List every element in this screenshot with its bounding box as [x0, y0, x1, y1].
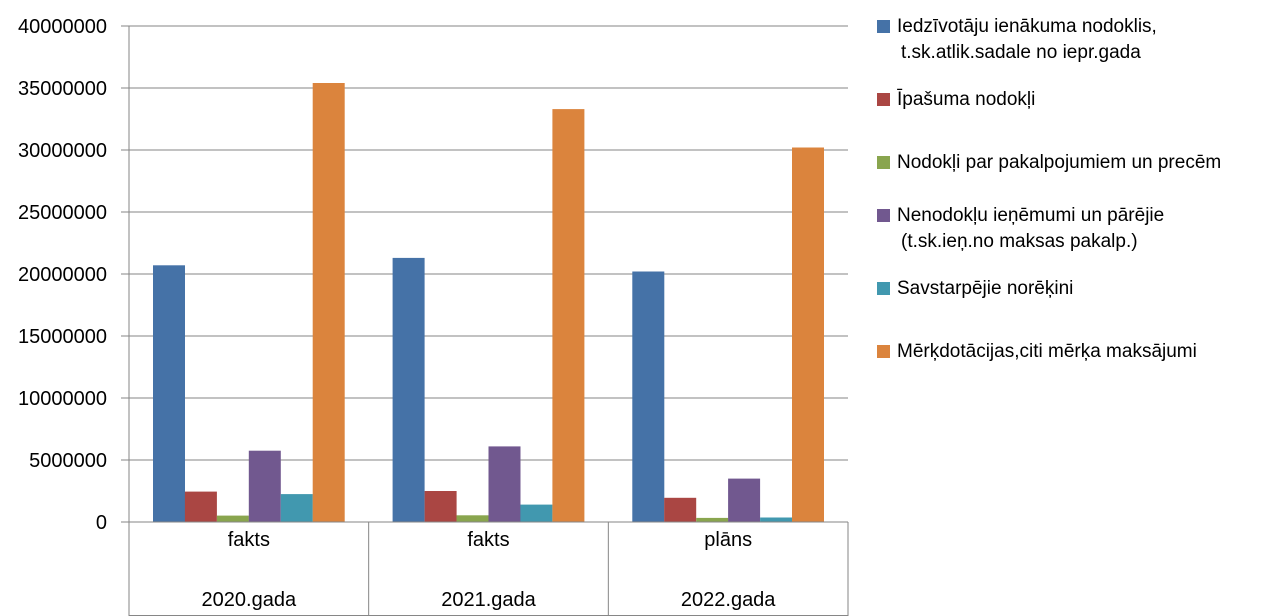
legend-entry-label: Īpašuma nodokļi [897, 89, 1035, 110]
legend-entry-label: Nodokļi par pakalpojumiem un precēm [897, 152, 1221, 173]
legend-swatch [877, 282, 890, 295]
legend-swatch [877, 93, 890, 106]
x-category-year-label: 2022.gada [681, 589, 776, 611]
legend-swatch [877, 20, 890, 33]
x-category-year-label: 2020.gada [202, 589, 297, 611]
bar [392, 257, 425, 522]
bar [728, 478, 761, 522]
bar [248, 450, 281, 522]
y-tick-label: 30000000 [18, 140, 107, 162]
y-tick-label: 20000000 [18, 264, 107, 286]
bars [153, 83, 824, 522]
bar [424, 491, 457, 522]
y-tick-label: 5000000 [29, 450, 107, 472]
bar [312, 83, 345, 522]
y-tick-label: 15000000 [18, 326, 107, 348]
bar [792, 147, 824, 522]
x-category-label: fakts [228, 529, 270, 551]
x-category-label: fakts [467, 529, 509, 551]
legend-entry-label: (t.sk.ieņ.no maksas pakalp.) [901, 231, 1138, 252]
bar [552, 109, 585, 522]
y-tick-label: 35000000 [18, 78, 107, 100]
legend-swatch [877, 156, 890, 169]
legend-swatch [877, 345, 890, 358]
bar [520, 504, 553, 522]
bar [153, 265, 185, 522]
axes [121, 26, 849, 616]
y-tick-label: 0 [96, 512, 107, 534]
legend-entry-label: Iedzīvotāju ienākuma nodoklis, [897, 16, 1157, 37]
y-axis-tick-labels: 0 5000000 10000000 15000000 20000000 25000000… [18, 16, 107, 534]
legend-entry-label: Nenodokļu ieņēmumi un pārējie [897, 205, 1164, 226]
grid-lines [121, 25, 848, 523]
bar [184, 491, 217, 522]
bar [216, 515, 249, 522]
legend-entry-label: Mērķdotācijas,citi mērķa maksājumi [897, 341, 1197, 362]
bar [280, 494, 313, 522]
bar [760, 517, 793, 522]
y-tick-label: 40000000 [18, 16, 107, 38]
legend-entry-label: Savstarpējie norēķini [897, 278, 1073, 299]
legend-swatch [877, 209, 890, 222]
bar [664, 497, 697, 522]
bar [696, 517, 729, 522]
y-tick-label: 10000000 [18, 388, 107, 410]
legend: Iedzīvotāju ienākuma nodoklis, t.sk.atlik… [877, 16, 1221, 362]
legend-entry-label: t.sk.atlik.sadale no iepr.gada [901, 42, 1141, 63]
bar [488, 446, 521, 522]
bar [456, 515, 489, 522]
bar [632, 271, 665, 522]
x-category-label: plāns [704, 529, 752, 551]
x-axis-category-labels: fakts 2020.gada fakts 2021.gada plāns 2022.ga… [202, 529, 777, 611]
y-tick-label: 25000000 [18, 202, 107, 224]
x-category-year-label: 2021.gada [441, 589, 536, 611]
